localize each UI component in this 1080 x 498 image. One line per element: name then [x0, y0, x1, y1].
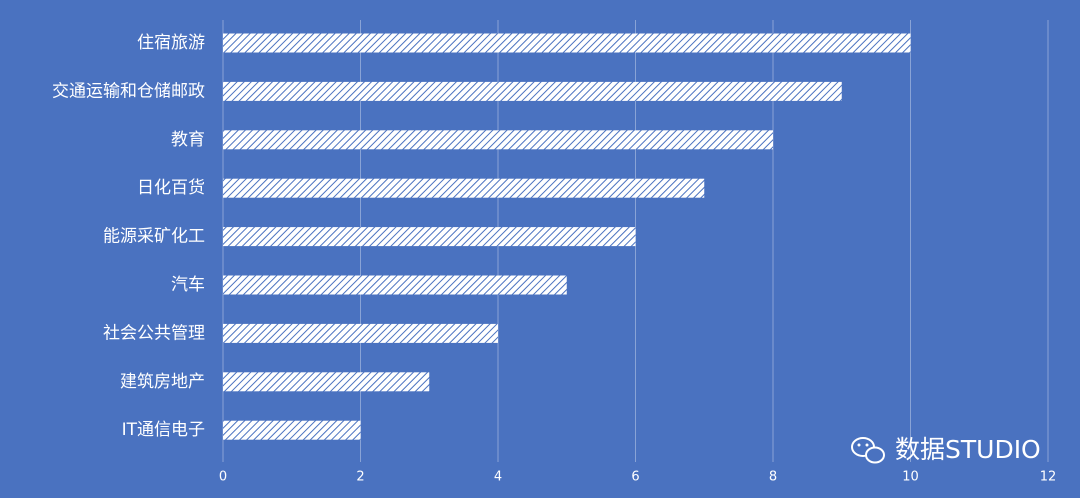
bar — [223, 323, 498, 343]
x-tick-label: 6 — [631, 470, 639, 485]
y-tick-label: 教育 — [171, 130, 205, 150]
y-tick-label: 建筑房地产 — [120, 372, 205, 392]
bar — [223, 81, 842, 101]
y-tick-label: 汽车 — [171, 275, 205, 295]
x-tick-label: 2 — [356, 470, 364, 485]
x-tick-label: 0 — [219, 470, 227, 485]
x-tick-label: 12 — [1040, 470, 1057, 485]
y-tick-label: IT通信电子 — [122, 420, 205, 440]
y-tick-label: 日化百货 — [137, 178, 205, 198]
x-tick-label: 8 — [769, 470, 777, 485]
x-tick-label: 10 — [902, 470, 919, 485]
bar — [223, 227, 636, 247]
y-tick-label: 交通运输和仓储邮政 — [52, 81, 205, 101]
watermark: 数据STUDIO — [895, 435, 1041, 464]
bar — [223, 372, 430, 392]
bar — [223, 275, 567, 295]
x-tick-label: 4 — [494, 470, 502, 485]
wechat-icon — [851, 437, 885, 464]
y-tick-label: 住宿旅游 — [137, 33, 205, 53]
bar — [223, 420, 361, 440]
bar — [223, 33, 911, 53]
y-tick-label: 能源采矿化工 — [103, 227, 205, 247]
bar — [223, 130, 773, 150]
y-tick-label: 社会公共管理 — [103, 323, 205, 343]
bar — [223, 178, 705, 198]
